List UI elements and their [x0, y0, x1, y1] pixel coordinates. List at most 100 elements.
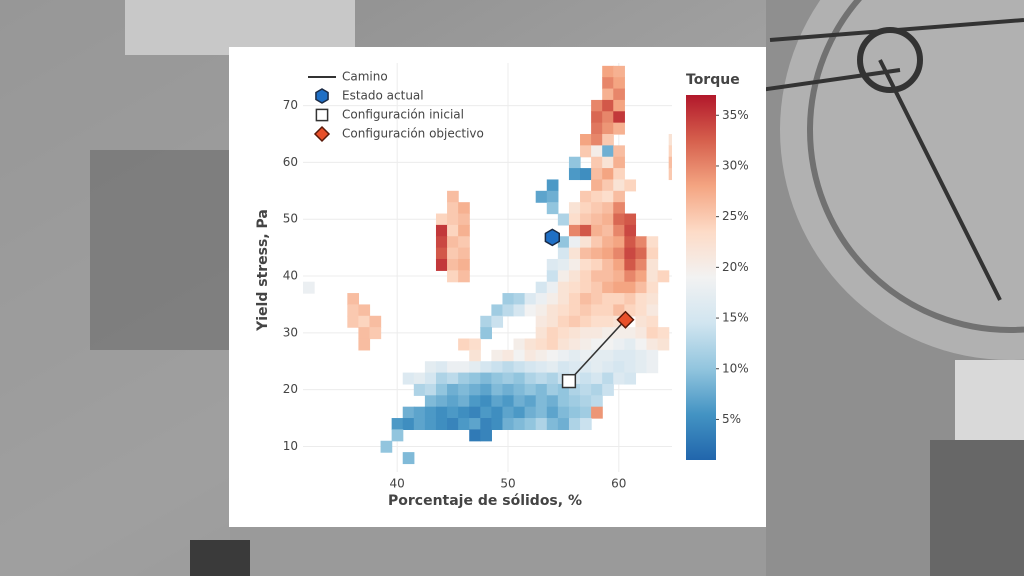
heatmap-cell: [580, 304, 592, 317]
heatmap-cell: [646, 281, 659, 294]
heatmap-cell: [513, 349, 526, 362]
heatmap-cell: [424, 395, 437, 408]
heatmap-cell: [602, 190, 614, 203]
heatmap-cell: [657, 338, 670, 351]
heatmap-cell: [557, 258, 570, 271]
heatmap-cell: [447, 247, 459, 260]
heatmap-cell: [580, 395, 592, 408]
heatmap-cell: [480, 418, 492, 430]
heatmap-cell: [635, 270, 648, 283]
heatmap-cell: [435, 247, 448, 260]
heatmap-cell: [602, 258, 614, 271]
heatmap-cell: [424, 418, 437, 430]
heatmap-cell: [602, 304, 614, 317]
heatmap-cell: [624, 304, 637, 317]
heatmap-cell: [524, 383, 537, 396]
heatmap-cell: [591, 179, 603, 192]
heatmap-cell: [591, 213, 603, 226]
heatmap-cell: [580, 293, 592, 306]
heatmap-cell: [646, 270, 659, 283]
heatmap-cell: [491, 383, 504, 396]
heatmap-cell: [447, 236, 459, 249]
heatmap-cell: [591, 327, 603, 340]
heatmap-cell: [435, 418, 448, 430]
heatmap-cell: [580, 145, 592, 158]
heatmap-cell: [491, 315, 504, 328]
heatmap-cell: [347, 315, 360, 328]
heatmap-cell: [568, 315, 581, 328]
heatmap-cell: [447, 395, 459, 408]
heatmap-cell: [469, 338, 481, 351]
heatmap-cell: [602, 383, 614, 396]
heatmap-cell: [602, 315, 614, 328]
heatmap-cell: [480, 361, 492, 374]
y-tick-label: 50: [283, 212, 298, 226]
heatmap-cell: [546, 281, 559, 294]
colorbar-tick-label: 20%: [722, 260, 749, 274]
heatmap-cell: [469, 395, 481, 408]
heatmap-cell: [568, 349, 581, 362]
heatmap-cell: [646, 258, 659, 271]
axes: Porcentaje de sólidos, % Yield stress, P…: [255, 72, 740, 509]
colorbar-tick-label: 10%: [722, 361, 749, 375]
heatmap-cell: [568, 395, 581, 408]
heatmap-cell: [502, 304, 515, 317]
y-tick-label: 60: [283, 155, 298, 169]
legend: Camino Estado actual Configuración inicial…: [308, 70, 484, 143]
heatmap-cell: [513, 338, 526, 351]
heatmap-cell: [613, 293, 625, 306]
heatmap-cell: [557, 281, 570, 294]
heatmap-cell: [435, 372, 448, 385]
heatmap-cell: [557, 236, 570, 249]
heatmap-cell: [568, 418, 581, 430]
heatmap-cell: [635, 304, 648, 317]
heatmap-cell: [591, 258, 603, 271]
heatmap-cell: [657, 327, 670, 340]
heatmap-cell: [646, 349, 659, 362]
heatmap-cell: [602, 349, 614, 362]
heatmap-cell: [591, 270, 603, 283]
colorbar-scale: [686, 95, 716, 460]
heatmap-cell: [491, 361, 504, 374]
heatmap-cell: [303, 281, 315, 294]
y-tick-label: 40: [283, 269, 298, 283]
heatmap-cell: [646, 338, 659, 351]
legend-symbol: [315, 88, 329, 104]
heatmap-cell: [491, 372, 504, 385]
heatmap-cell: [568, 338, 581, 351]
heatmap-cell: [546, 202, 559, 215]
heatmap-cell: [591, 111, 603, 124]
legend-symbol: [313, 125, 331, 143]
heatmap-cell: [502, 349, 515, 362]
heatmap-cell: [369, 315, 382, 328]
heatmap-cell: [557, 327, 570, 340]
heatmap-cell: [580, 418, 592, 430]
overlay: [544, 228, 635, 389]
heatmap-cell: [613, 122, 625, 135]
heatmap-cell: [347, 293, 360, 306]
heatmap-cell: [447, 213, 459, 226]
heatmap-cell: [568, 361, 581, 374]
heatmap-cell: [524, 304, 537, 317]
heatmap-cell: [469, 406, 481, 419]
heatmap-cell: [602, 168, 614, 181]
heatmap-cell: [513, 418, 526, 430]
heatmap-cell: [580, 406, 592, 419]
heatmap-cell: [557, 361, 570, 374]
heatmap-cell: [591, 372, 603, 385]
heatmap-cell: [624, 179, 637, 192]
heatmap-cell: [613, 338, 625, 351]
heatmap-cell: [502, 361, 515, 374]
heatmap-cell: [602, 372, 614, 385]
heatmap-cell: [591, 236, 603, 249]
heatmap-cell: [557, 406, 570, 419]
heatmap-cell: [480, 429, 492, 442]
heatmap-cell: [568, 293, 581, 306]
colorbar-title: Torque: [686, 72, 740, 88]
heatmap-cell: [502, 383, 515, 396]
heatmap-cell: [613, 156, 625, 169]
heatmap-cell: [613, 65, 625, 78]
heatmap-cell: [568, 270, 581, 283]
heatmap-cell: [413, 406, 426, 419]
